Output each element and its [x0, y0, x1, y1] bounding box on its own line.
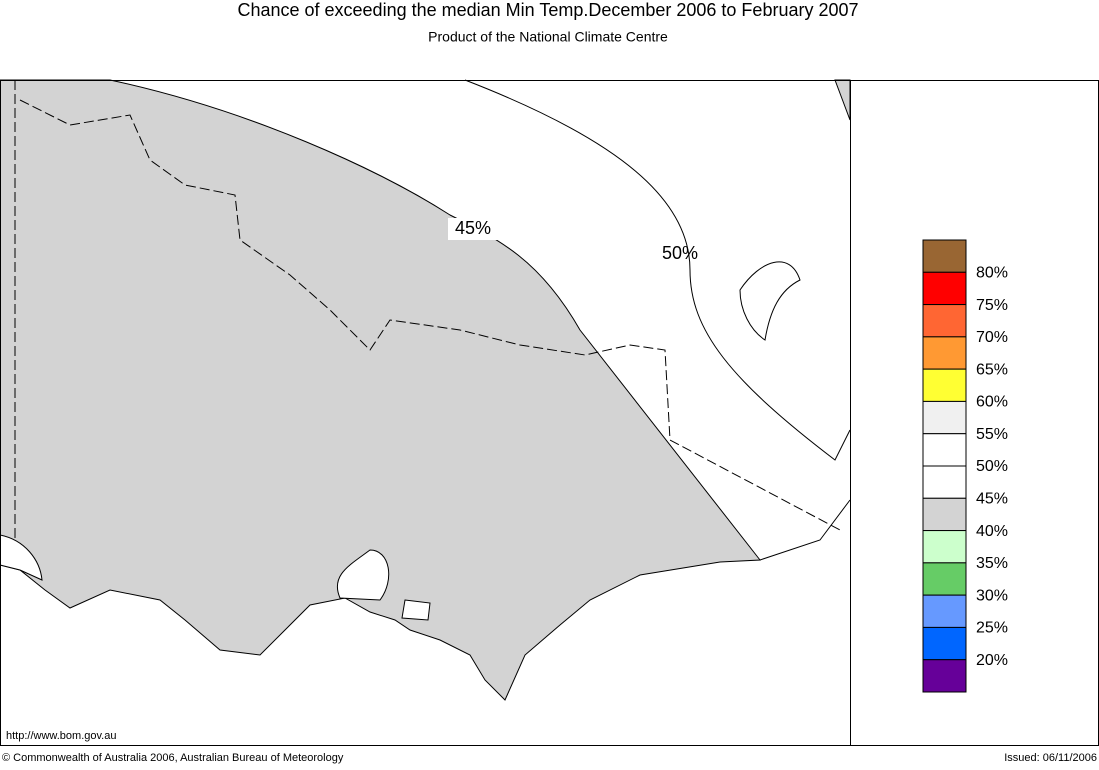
legend-swatch: [922, 497, 967, 532]
legend-swatch: [922, 659, 967, 693]
legend-label: 25%: [976, 620, 1008, 637]
label-bg: [448, 218, 498, 240]
legend-label: 40%: [976, 523, 1008, 540]
legend-swatch: [922, 304, 967, 338]
legend-swatch: [922, 465, 967, 499]
region-40-45: [0, 79, 761, 701]
legend-label: 50%: [976, 458, 1008, 475]
legend-label: 35%: [976, 555, 1008, 572]
legend-swatch: [922, 530, 967, 564]
legend-swatch: [922, 594, 967, 628]
subtitle: Product of the National Climate Centre: [428, 29, 668, 45]
legend-swatch: [922, 336, 967, 370]
legend-label: 65%: [976, 361, 1008, 378]
contour-label: 50%: [662, 243, 698, 263]
coastline: [759, 499, 851, 561]
contour-label: 45%: [455, 218, 491, 238]
url: http://www.bom.gov.au: [6, 730, 116, 742]
issued: Issued: 06/11/2006: [1004, 752, 1097, 764]
legend-label: 75%: [976, 297, 1008, 314]
region-45-50: [0, 534, 43, 581]
island: [739, 261, 801, 341]
legend-swatch: [922, 562, 967, 596]
legend-swatch: [922, 239, 967, 273]
legend-label: 20%: [976, 652, 1008, 669]
copyright: © Commonwealth of Australia 2006, Austra…: [2, 752, 344, 764]
legend-label: 55%: [976, 426, 1008, 443]
legend-swatch: [922, 433, 967, 467]
legend-label: 80%: [976, 265, 1008, 282]
legend-swatch: [922, 368, 967, 402]
map: 45% 50% http://www.bom.gov.au: [0, 79, 851, 745]
contour-50: [464, 79, 851, 461]
legend: 80% 75% 70% 65% 60% 55% 50% 45% 40% 35% 30% 25% 20%: [922, 239, 1008, 693]
legend-swatch: [922, 271, 967, 306]
legend-swatch: [922, 626, 967, 661]
legend-label: 30%: [976, 587, 1008, 604]
legend-label: 60%: [976, 394, 1008, 411]
title: Chance of exceeding the median Min Temp.…: [237, 0, 858, 20]
legend-swatch: [922, 400, 967, 435]
bay: [336, 549, 390, 601]
island: [401, 599, 431, 621]
legend-label: 70%: [976, 329, 1008, 346]
legend-label: 45%: [976, 491, 1008, 508]
state-border: [14, 80, 841, 540]
